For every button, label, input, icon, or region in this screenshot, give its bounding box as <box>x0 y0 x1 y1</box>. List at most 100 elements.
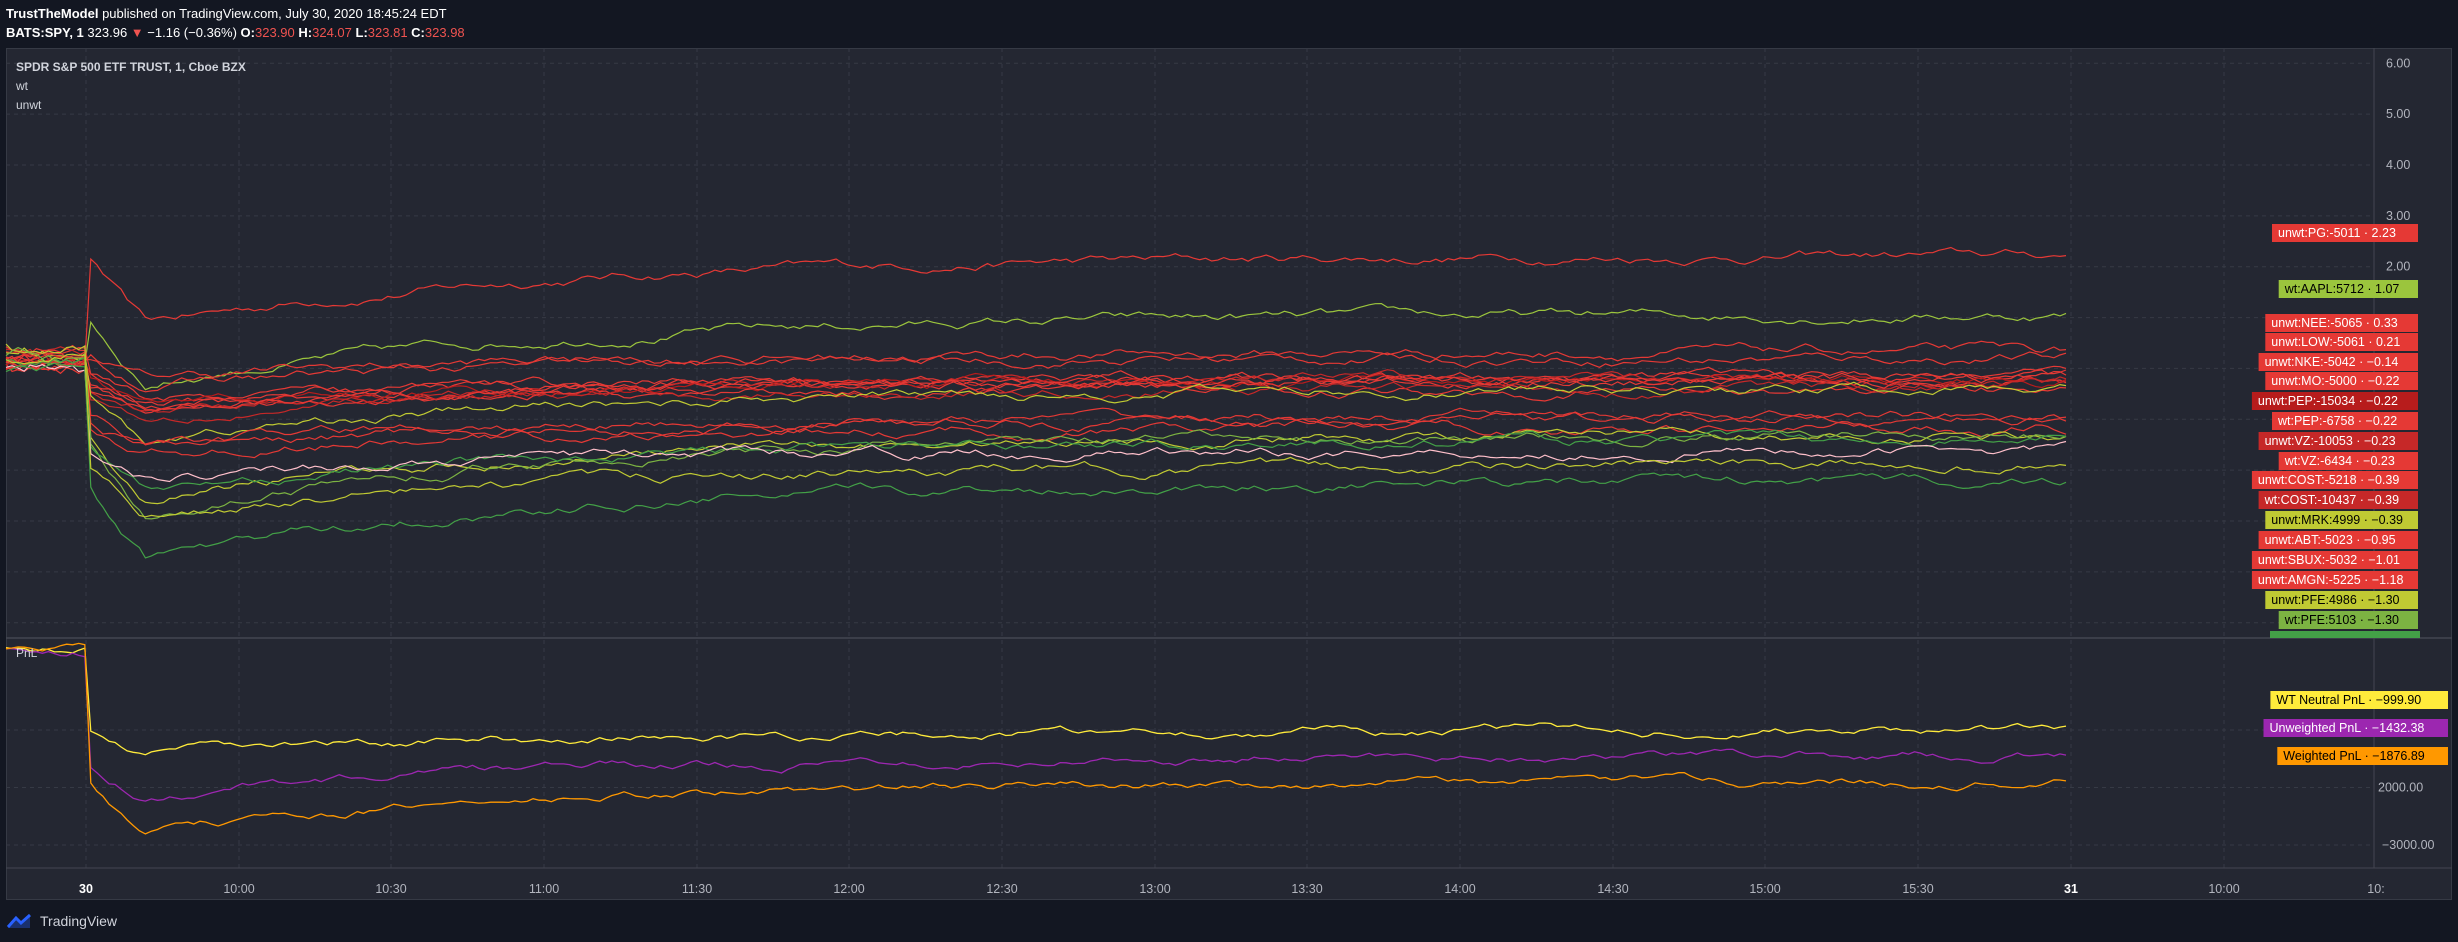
series-line <box>5 350 2067 424</box>
series-line <box>5 346 2067 413</box>
series-label-box <box>2251 392 2418 410</box>
series-label-text: unwt:PEP:-15034 · −0.22 <box>2258 394 2398 408</box>
last-price: 323.96 <box>87 25 128 40</box>
series-label-box <box>2265 511 2418 529</box>
series-label-box <box>2278 452 2418 470</box>
series-label-text: unwt:NKE:-5042 · −0.14 <box>2265 355 2399 369</box>
x-tick-label: 10:00 <box>2208 882 2239 896</box>
series-line <box>5 351 2067 393</box>
y-tick-label: 4.00 <box>2386 158 2410 172</box>
low-label: L: <box>355 25 368 40</box>
pnl-label-text: Weighted PnL · −1876.89 <box>2283 749 2424 763</box>
pnl-label-box <box>2270 691 2448 709</box>
series-label-box <box>2258 531 2418 549</box>
x-tick-label: 14:30 <box>1597 882 1628 896</box>
open-label: O: <box>240 25 255 40</box>
x-tick-label: 13:30 <box>1291 882 1322 896</box>
series-label-box <box>2265 314 2418 332</box>
grid-lines <box>6 48 2374 868</box>
pnl-label-text: Unweighted PnL · −1432.38 <box>2270 721 2425 735</box>
series-label-text: unwt:AMGN:-5225 · −1.18 <box>2258 573 2404 587</box>
series-label-box <box>2265 372 2418 390</box>
series-line <box>5 352 2067 446</box>
series-label-text: wt:PEP:-6758 · −0.22 <box>2277 414 2397 428</box>
legend-symbol-title[interactable]: SPDR S&P 500 ETF TRUST, 1, Cboe BZX <box>16 60 246 74</box>
x-tick-label: 14:00 <box>1444 882 1475 896</box>
series-label-box <box>2278 611 2418 629</box>
series-line <box>5 347 2067 446</box>
series-label-text: unwt:MO:-5000 · −0.22 <box>2271 374 2399 388</box>
series-line <box>5 346 2067 520</box>
series-label-text: unwt:VZ:-10053 · −0.23 <box>2265 434 2396 448</box>
x-tick-label: 30 <box>79 882 93 896</box>
series-label-box <box>2265 333 2418 351</box>
series-label-text: wt:PFE:5103 · −1.30 <box>2284 613 2399 627</box>
x-tick-label: 10:00 <box>223 882 254 896</box>
high-label: H: <box>298 25 313 40</box>
series-label-text: unwt:NEE:-5065 · 0.33 <box>2271 316 2398 330</box>
high-value: 324.07 <box>312 25 352 40</box>
legend-indicator-wt[interactable]: wt <box>16 79 28 93</box>
series-line <box>5 362 2067 559</box>
series-label-box <box>2251 551 2418 569</box>
series-label-box <box>2272 224 2418 242</box>
tradingview-logo-icon <box>6 913 31 928</box>
series-line <box>5 302 2067 391</box>
pnl-label-text: WT Neutral PnL · −999.90 <box>2276 693 2421 707</box>
y-tick-label: 2.00 <box>2386 260 2410 274</box>
series-label-text: wt:VZ:-6434 · −0.23 <box>2284 454 2395 468</box>
pnl-label-box <box>2277 747 2448 765</box>
y-tick-label: 3.00 <box>2386 209 2410 223</box>
pnl-line <box>5 647 2067 756</box>
x-tick-label: 12:30 <box>986 882 1017 896</box>
x-tick-label: 31 <box>2064 882 2078 896</box>
tradingview-brand: TradingView <box>40 913 118 929</box>
down-arrow-icon: ▼ <box>130 25 144 40</box>
series-line <box>5 340 2067 378</box>
symbol-label: BATS:SPY, 1 <box>6 25 84 40</box>
published-text: published on TradingView.com, July 30, 2… <box>102 6 447 21</box>
x-tick-label: 13:00 <box>1139 882 1170 896</box>
pnl-line <box>5 647 2067 802</box>
series-line <box>5 360 2067 412</box>
series-label-text: wt:COST:-10437 · −0.39 <box>2264 493 2399 507</box>
y-tick-label: 5.00 <box>2386 107 2410 121</box>
publish-header: TrustTheModel published on TradingView.c… <box>6 4 465 42</box>
pnl-value-labels: WT Neutral PnL · −999.90 Unweighted PnL ·… <box>2263 691 2448 765</box>
x-tick-label: 11:30 <box>682 882 712 896</box>
series-line <box>5 353 2067 518</box>
series-label-text: unwt:MRK:4999 · −0.39 <box>2271 513 2403 527</box>
series-label-text: unwt:COST:-5218 · −0.39 <box>2258 473 2399 487</box>
series-label-box <box>2251 471 2418 489</box>
series-label-box <box>2265 591 2418 609</box>
x-tick-label: 15:30 <box>1902 882 1933 896</box>
y-tick-label: −3000.00 <box>2382 838 2435 852</box>
price-change: −1.16 (−0.36%) <box>147 25 237 40</box>
series-label-text: unwt:SBUX:-5032 · −1.01 <box>2258 553 2400 567</box>
pnl-y-ticks: −3000.00 2000.00 <box>2378 781 2435 853</box>
x-tick-label: 15:00 <box>1749 882 1780 896</box>
ohlc-line: BATS:SPY, 1 323.96 ▼ −1.16 (−0.36%) O: 32… <box>6 23 465 42</box>
pnl-line <box>5 642 2067 835</box>
x-tick-label: 10: <box>2367 882 2384 896</box>
low-value: 323.81 <box>367 25 408 40</box>
series-line <box>5 362 2067 403</box>
pnl-series-lines <box>5 642 2067 835</box>
series-label-text: unwt:PFE:4986 · −1.30 <box>2271 593 2399 607</box>
y-tick-label-partial: 2000.00 <box>2378 781 2423 795</box>
series-label-text: wt:AAPL:5712 · 1.07 <box>2284 282 2400 296</box>
series-label-text: unwt:PG:-5011 · 2.23 <box>2278 226 2396 240</box>
series-value-labels: unwt:PG:-5011 · 2.23 wt:AAPL:5712 · 1.07 u… <box>2251 224 2420 638</box>
pnl-pane-label[interactable]: PnL <box>16 646 38 660</box>
pnl-label-box <box>2263 719 2448 737</box>
series-label-box <box>2278 280 2418 298</box>
chart-legend: SPDR S&P 500 ETF TRUST, 1, Cboe BZX wt u… <box>16 58 246 115</box>
publisher-name[interactable]: TrustTheModel <box>6 6 99 21</box>
chart-frame[interactable] <box>6 48 2452 900</box>
legend-indicator-unwt[interactable]: unwt <box>16 98 42 112</box>
footer-branding[interactable]: TradingView <box>6 912 117 930</box>
series-label-box <box>2258 432 2418 450</box>
series-label-box <box>2258 353 2418 371</box>
close-value: 323.98 <box>424 25 465 40</box>
